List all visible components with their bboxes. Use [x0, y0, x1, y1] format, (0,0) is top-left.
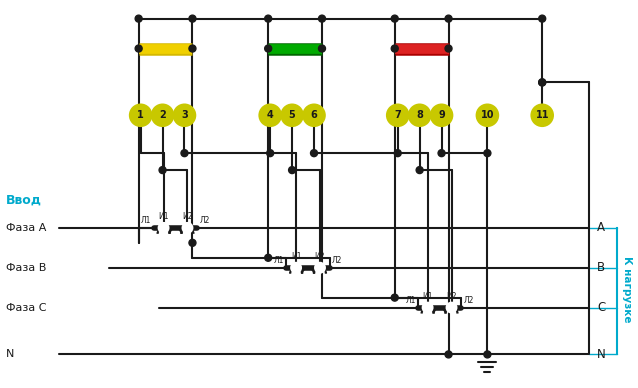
- Circle shape: [152, 104, 174, 126]
- Circle shape: [391, 294, 398, 301]
- Circle shape: [416, 166, 423, 173]
- Text: Л1: Л1: [405, 296, 415, 305]
- Circle shape: [445, 15, 452, 22]
- Circle shape: [267, 150, 274, 157]
- Text: С: С: [597, 301, 605, 314]
- Text: В: В: [597, 261, 605, 274]
- Circle shape: [318, 45, 325, 52]
- Text: 5: 5: [289, 110, 295, 120]
- Circle shape: [445, 351, 452, 358]
- Circle shape: [265, 45, 272, 52]
- Circle shape: [159, 223, 168, 233]
- Circle shape: [445, 45, 452, 52]
- Circle shape: [135, 45, 142, 52]
- Text: К нагрузке: К нагрузке: [622, 256, 632, 323]
- Circle shape: [538, 79, 545, 86]
- Circle shape: [484, 351, 491, 358]
- Text: Фаза С: Фаза С: [6, 303, 47, 313]
- Circle shape: [259, 104, 281, 126]
- Circle shape: [422, 303, 433, 313]
- Circle shape: [484, 150, 491, 157]
- Circle shape: [311, 150, 318, 157]
- Text: И1: И1: [291, 252, 301, 261]
- Text: Фаза А: Фаза А: [6, 223, 47, 233]
- Text: Л1: Л1: [274, 256, 284, 265]
- Text: 4: 4: [267, 110, 274, 120]
- Circle shape: [387, 104, 409, 126]
- Text: N: N: [6, 350, 15, 359]
- Circle shape: [281, 104, 303, 126]
- Text: 9: 9: [438, 110, 445, 120]
- Text: 8: 8: [416, 110, 423, 120]
- Circle shape: [288, 166, 295, 173]
- Circle shape: [538, 79, 545, 86]
- Circle shape: [391, 45, 398, 52]
- Circle shape: [409, 104, 431, 126]
- Circle shape: [394, 150, 401, 157]
- Text: 2: 2: [160, 110, 166, 120]
- Text: 10: 10: [480, 110, 494, 120]
- Circle shape: [135, 15, 142, 22]
- Text: И1: И1: [158, 212, 169, 221]
- Circle shape: [159, 166, 166, 173]
- Text: И2: И2: [182, 212, 193, 221]
- Circle shape: [447, 303, 457, 313]
- Text: 11: 11: [535, 110, 549, 120]
- Text: Л2: Л2: [200, 216, 210, 225]
- Circle shape: [531, 104, 553, 126]
- Text: И2: И2: [446, 292, 457, 301]
- Circle shape: [391, 15, 398, 22]
- Circle shape: [477, 104, 498, 126]
- Circle shape: [189, 15, 196, 22]
- Circle shape: [431, 104, 452, 126]
- Circle shape: [174, 104, 195, 126]
- Circle shape: [182, 223, 193, 233]
- Text: Л2: Л2: [463, 296, 474, 305]
- Circle shape: [189, 45, 196, 52]
- Circle shape: [303, 104, 325, 126]
- Text: 7: 7: [394, 110, 401, 120]
- Circle shape: [315, 263, 325, 273]
- Circle shape: [130, 104, 152, 126]
- Circle shape: [181, 150, 188, 157]
- Circle shape: [265, 15, 272, 22]
- Text: Л1: Л1: [141, 216, 152, 225]
- Text: Фаза В: Фаза В: [6, 263, 47, 273]
- Text: А: А: [597, 222, 605, 234]
- Circle shape: [438, 150, 445, 157]
- Text: 6: 6: [311, 110, 317, 120]
- Text: И1: И1: [422, 292, 433, 301]
- Circle shape: [265, 254, 272, 261]
- Circle shape: [291, 263, 301, 273]
- Text: И2: И2: [315, 252, 325, 261]
- Text: Л2: Л2: [332, 256, 343, 265]
- Text: 1: 1: [137, 110, 144, 120]
- Circle shape: [318, 15, 325, 22]
- Text: 3: 3: [181, 110, 188, 120]
- Circle shape: [538, 15, 545, 22]
- Text: Ввод: Ввод: [6, 194, 42, 206]
- Text: N: N: [597, 348, 605, 361]
- Circle shape: [189, 239, 196, 246]
